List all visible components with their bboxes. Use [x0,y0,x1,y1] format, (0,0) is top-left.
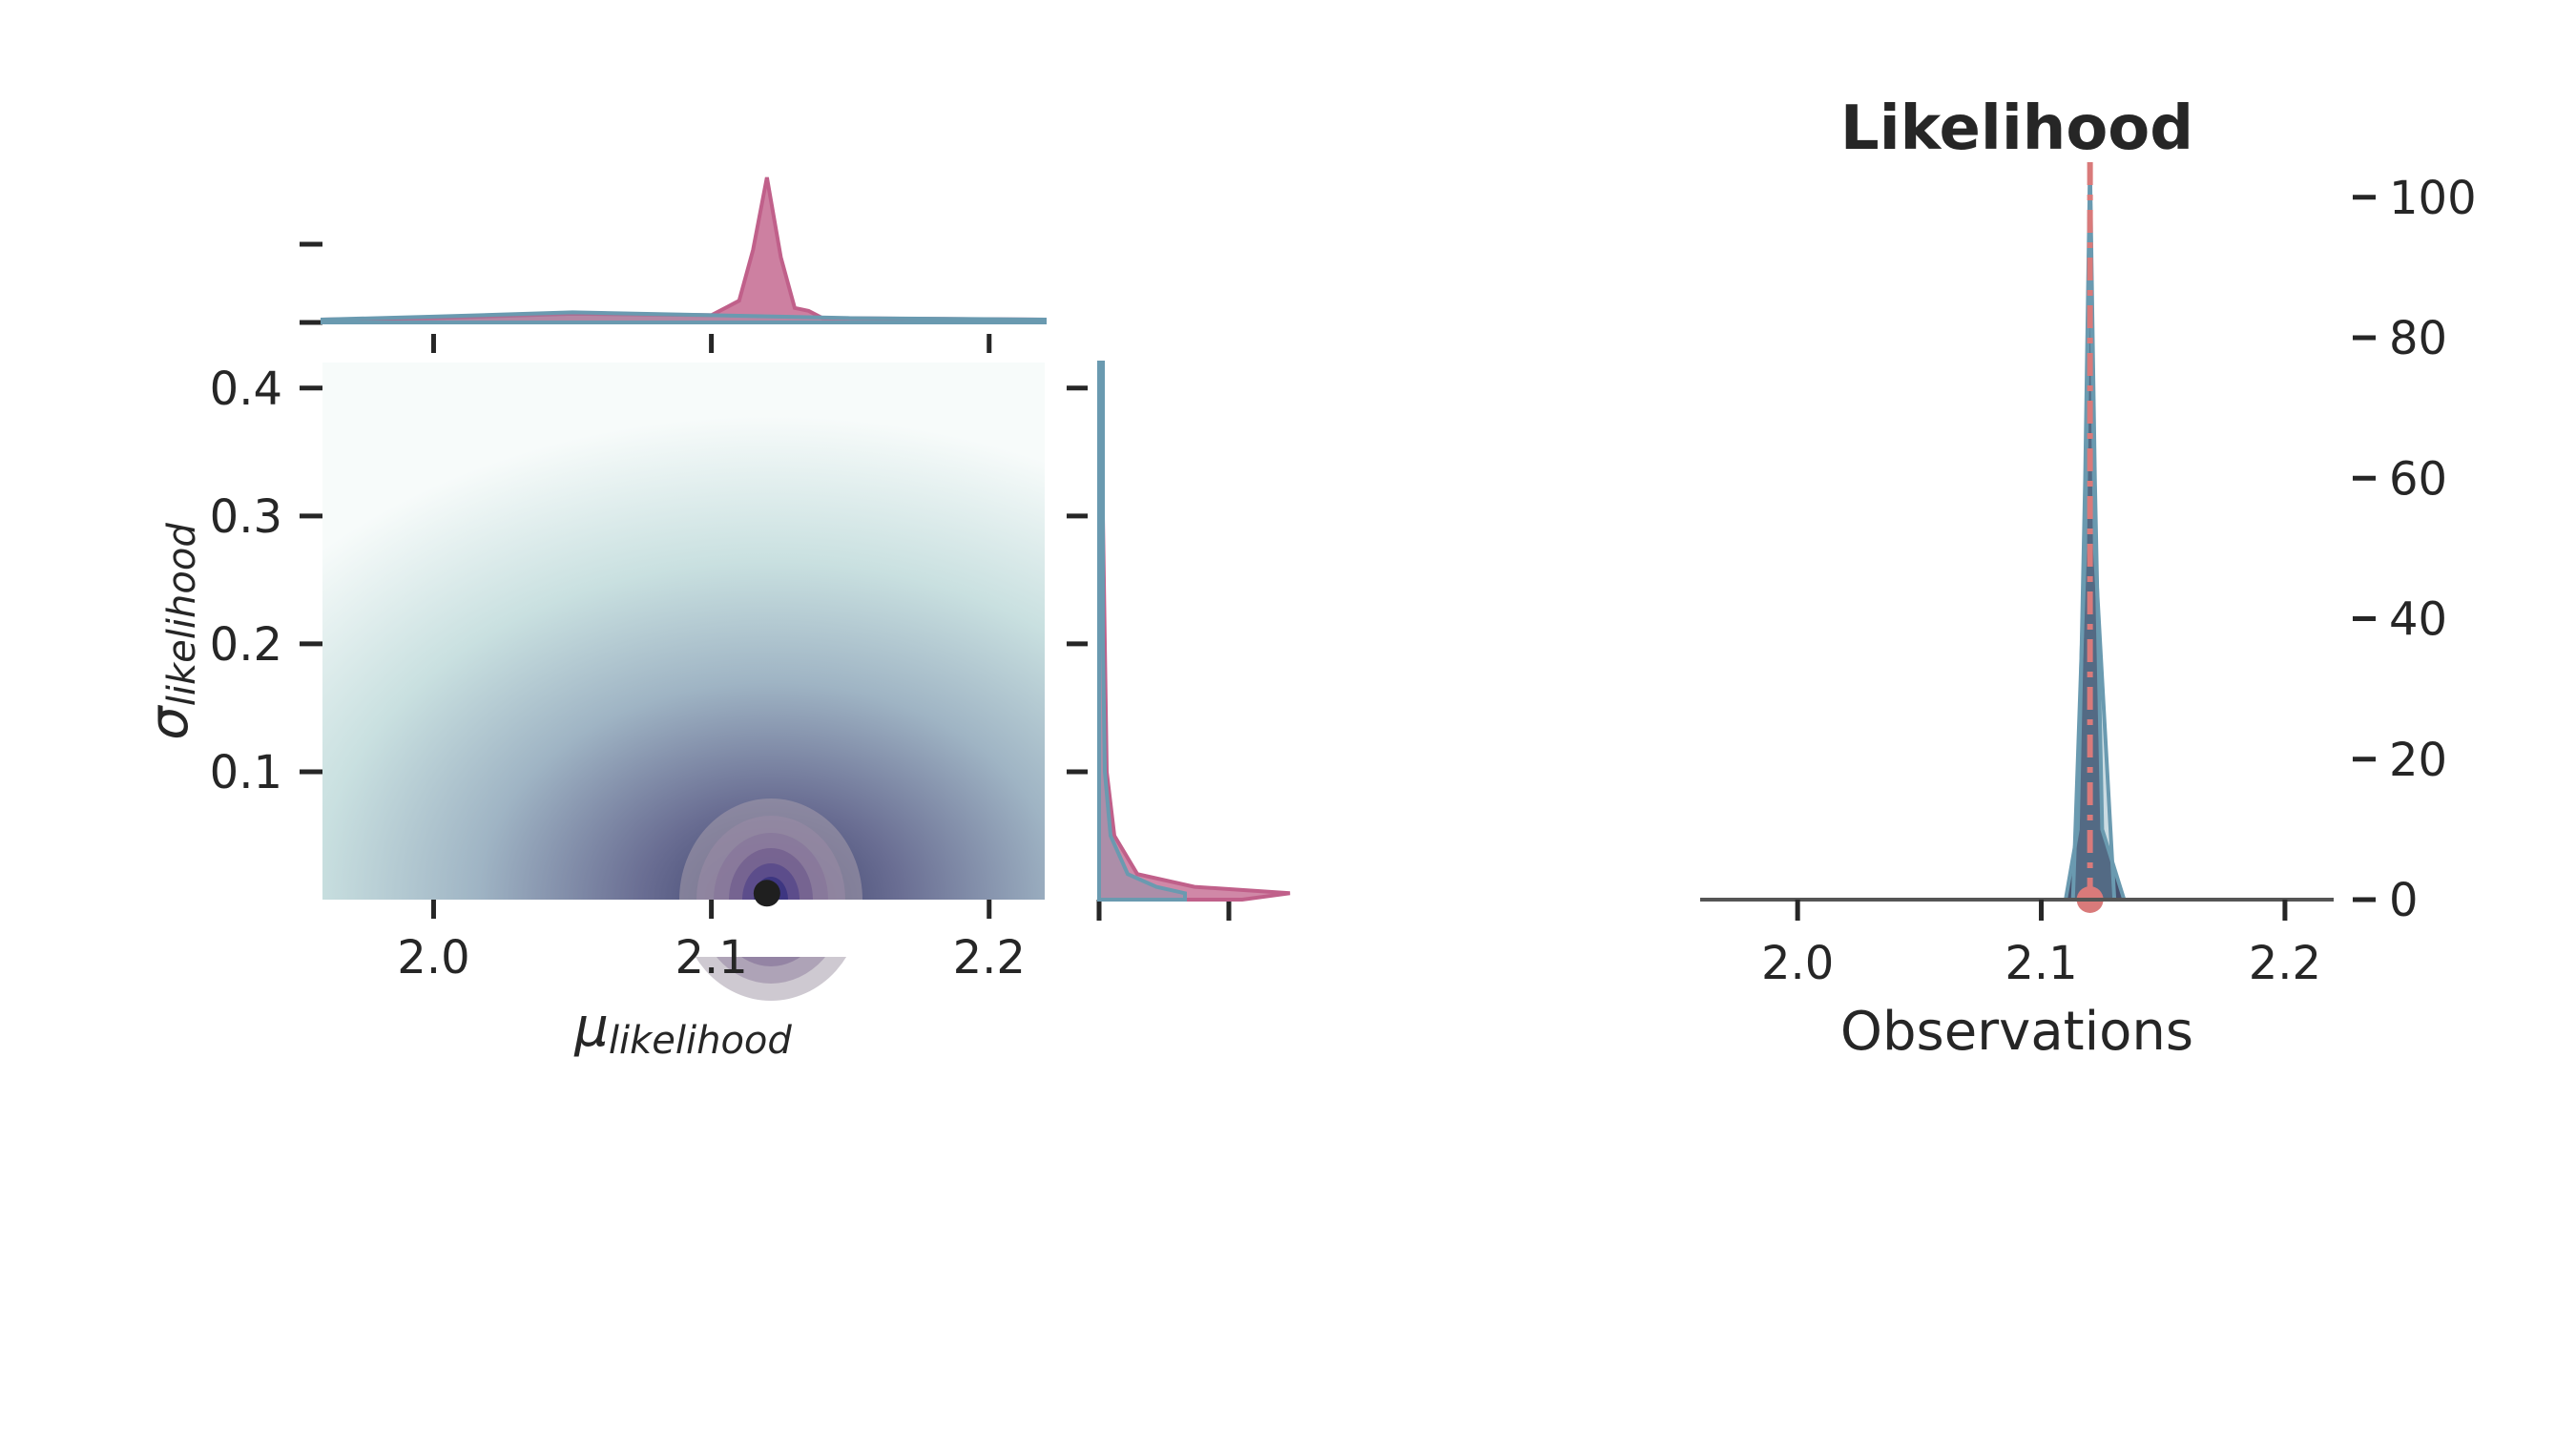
likelihood-y-axis: 0 20 40 60 80 100 [2353,172,2477,927]
joint-x-axis-label: μlikelihood [573,997,792,1063]
y-tick-label: 20 [2389,734,2447,787]
joint-y-axis-label: σlikelihood [138,523,204,740]
y-tick-label: 0 [2389,874,2419,927]
y-tick-label: 0.3 [210,490,282,544]
marginal-x-series [321,310,1047,324]
y-tick-label: 40 [2389,593,2447,647]
marginal-x-density [321,176,1047,324]
marginal-x-series [321,176,1047,324]
likelihood-plot: Likelihood 2.0 2.1 2.2 0 20 40 60 80 100 Observ… [1700,93,2477,1063]
y-tick-label: 0.4 [210,363,282,416]
likelihood-x-axis: 2.0 2.1 2.2 [1761,900,2321,990]
joint-x-axis: 2.0 2.1 2.2 [397,334,1026,985]
x-tick-label: 2.2 [2249,937,2321,990]
marginal-y-series [1097,361,1291,902]
y-tick-label: 0.2 [210,618,282,672]
marginal-y-density [1097,361,1291,902]
joint-plot: 2.0 2.1 2.2 0.1 0.2 0.3 0.4 μlikelihood σlike… [138,176,1291,1063]
x-tick-label: 2.0 [397,931,469,985]
y-tick-label: 80 [2389,312,2447,365]
marginal-y-series [1097,361,1187,902]
likelihood-title: Likelihood [1840,93,2193,164]
joint-kde-density [322,363,1045,900]
y-tick-label: 60 [2389,452,2447,506]
y-tick-label: 0.1 [210,746,282,799]
y-tick-label: 100 [2389,172,2477,225]
x-tick-label: 2.0 [1761,937,1834,990]
x-tick-label: 2.1 [675,931,747,985]
x-tick-label: 2.1 [2005,937,2077,990]
point-estimate-marker [753,880,780,907]
bottom-mask [286,900,1078,957]
likelihood-x-axis-label: Observations [1840,1001,2193,1063]
joint-y-axis: 0.1 0.2 0.3 0.4 [210,241,1232,921]
likelihood-areas [2063,161,2128,913]
x-tick-label: 2.2 [953,931,1026,985]
